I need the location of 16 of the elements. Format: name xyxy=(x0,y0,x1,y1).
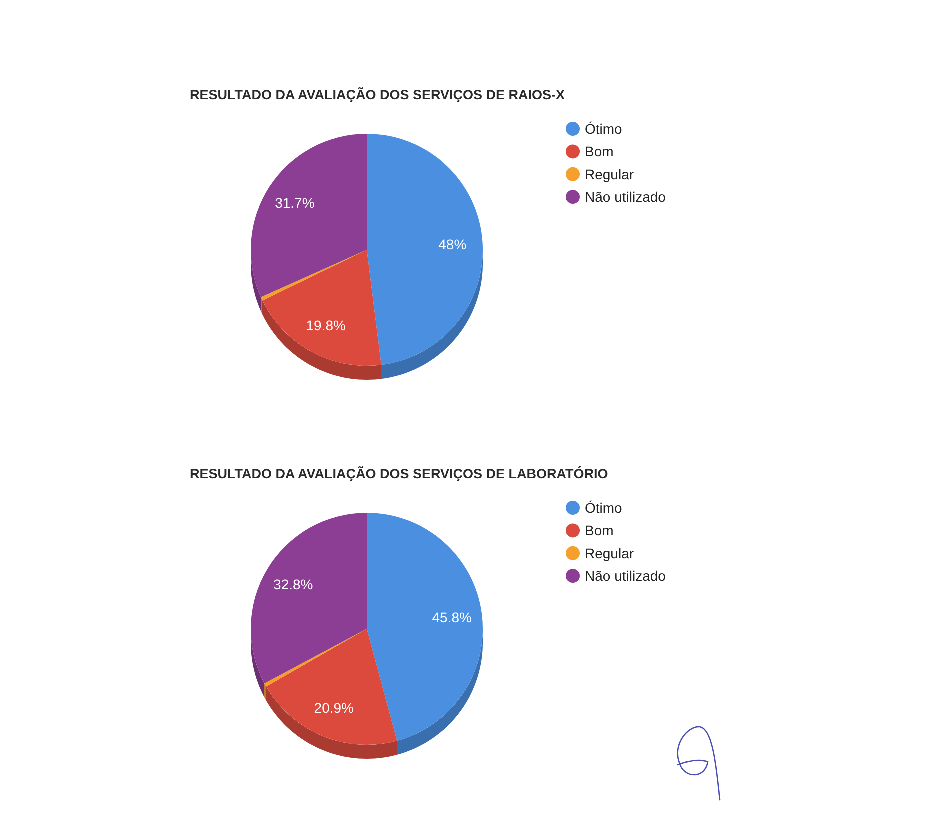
data-label: 32.8% xyxy=(274,576,314,593)
data-label: 45.8% xyxy=(432,610,472,626)
data-label: 48% xyxy=(438,236,467,253)
data-label: 20.9% xyxy=(314,700,354,716)
legend-label: Ótimo xyxy=(585,500,623,516)
legend-label: Não utilizado xyxy=(585,189,666,205)
data-label: 31.7% xyxy=(275,195,315,212)
legend-label: Regular xyxy=(585,545,634,562)
legend-label: Ótimo xyxy=(585,120,623,137)
legend-label: Bom xyxy=(585,522,614,539)
chart-title: RESULTADO DA AVALIAÇÃO DOS SERVIÇOS DE LABORATÓRIO xyxy=(190,466,608,482)
chart-title: RESULTADO DA AVALIAÇÃO DOS SERVIÇOS DE RAIOS-X xyxy=(190,86,566,103)
legend-label: Regular xyxy=(585,166,634,182)
legend-label: Bom xyxy=(585,144,614,160)
data-label: 19.8% xyxy=(306,317,346,334)
legend-label: Não utilizado xyxy=(585,568,666,584)
